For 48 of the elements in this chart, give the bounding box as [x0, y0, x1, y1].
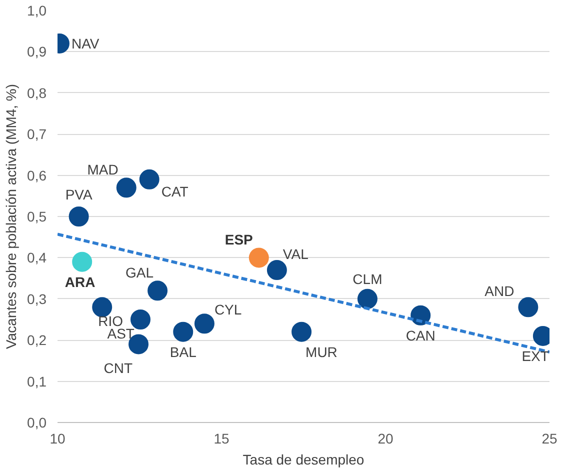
point	[139, 169, 160, 190]
y-tick-label: 0,8	[27, 84, 47, 101]
point	[130, 310, 150, 330]
point	[173, 322, 194, 342]
series-label: VAL	[282, 246, 309, 262]
series-label: CAT	[161, 183, 189, 200]
series-label: CYL	[214, 302, 242, 318]
x-axis-title: Tasa de desempleo	[242, 452, 364, 468]
series-label: ARA	[64, 274, 96, 290]
y-tick-label: 0,7	[27, 126, 47, 142]
series-label: PVA	[65, 186, 93, 202]
point	[266, 260, 287, 280]
point	[194, 314, 214, 334]
x-tick-label: 25	[542, 430, 558, 446]
point	[148, 280, 168, 301]
point	[292, 322, 312, 342]
y-tick-label: 0,4	[27, 250, 47, 266]
point	[518, 297, 538, 318]
point	[410, 305, 431, 326]
series-label: ESP	[224, 232, 253, 248]
point	[357, 288, 378, 309]
series-label: CNT	[104, 360, 133, 376]
series-label: BAL	[170, 344, 197, 360]
y-tick-label: 0,6	[27, 167, 47, 184]
y-axis-title: Vacantes sobre población activa (MM4, %)	[3, 84, 20, 350]
series-label: EXT	[522, 348, 550, 364]
series-label: CLM	[352, 270, 382, 287]
y-tick-label: 0,3	[27, 290, 47, 307]
point	[116, 178, 136, 198]
series-label: AND	[484, 283, 514, 300]
point	[248, 248, 269, 268]
x-tick-label: 10	[50, 430, 66, 446]
series-label: GAL	[126, 264, 154, 281]
y-tick-label: 0,2	[27, 332, 47, 348]
x-tick-label: 20	[378, 430, 394, 446]
y-tick-label: 0,9	[27, 44, 47, 60]
point	[72, 252, 92, 272]
series-label: MUR	[306, 344, 338, 360]
point	[92, 297, 112, 318]
series-label: CAN	[406, 327, 436, 344]
series-label: NAV	[71, 35, 100, 52]
series-label: MAD	[87, 162, 118, 178]
y-tick-label: 1,0	[27, 2, 47, 18]
y-tick-label: 0,1	[27, 373, 47, 390]
point	[68, 206, 89, 226]
y-tick-label: 0,5	[27, 208, 47, 224]
y-tick-label: 0,0	[27, 414, 47, 430]
x-tick-label: 15	[214, 430, 230, 446]
